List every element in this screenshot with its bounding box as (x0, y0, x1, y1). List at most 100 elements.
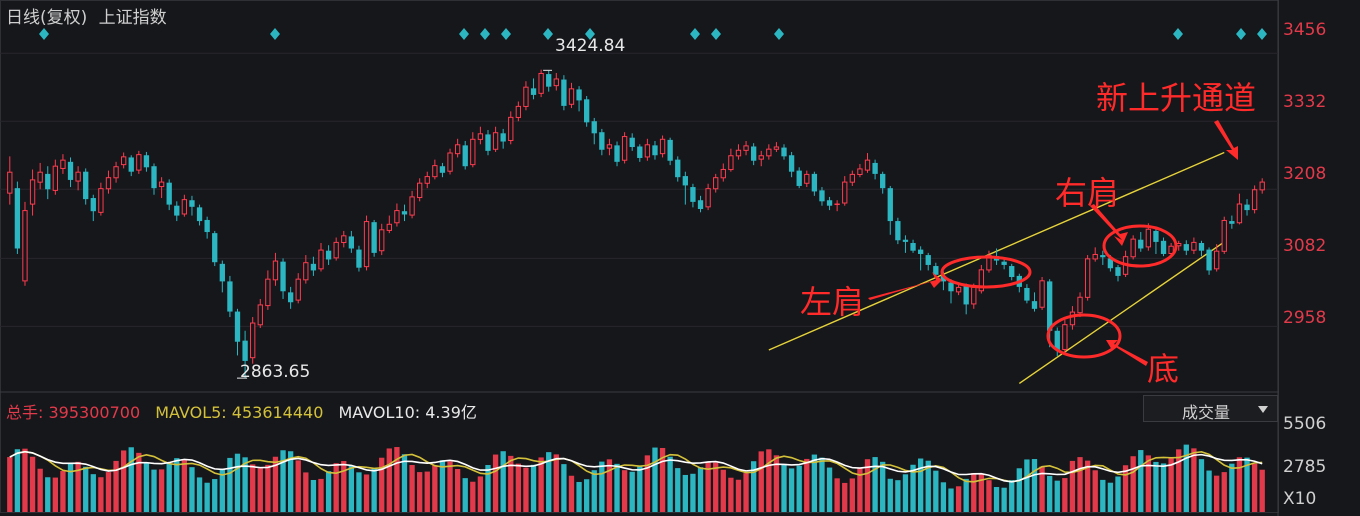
candle (1259, 178, 1265, 194)
volume-bar (993, 487, 1000, 512)
candle (788, 151, 795, 178)
candle (1009, 263, 1015, 281)
candle (917, 246, 924, 271)
candle (523, 81, 529, 111)
bottom-arrow (1106, 340, 1148, 366)
candle-body (917, 249, 924, 254)
candle-body (758, 155, 764, 160)
volume-bar (1138, 450, 1144, 512)
volume-bar (971, 472, 977, 512)
volume-bar (7, 457, 13, 512)
volume-bar (363, 474, 370, 512)
candle-body (7, 171, 13, 194)
candle-body (29, 179, 36, 205)
candle (568, 82, 575, 109)
volume-bar (1054, 480, 1060, 512)
candle-body (530, 88, 537, 95)
candle-body (287, 292, 294, 303)
candle-body (166, 182, 172, 205)
bottom-ellipse (1046, 313, 1122, 359)
volume-bar (857, 468, 863, 512)
candle (515, 101, 522, 122)
volume-bar (166, 463, 172, 512)
volume-bar (963, 478, 969, 512)
volume-bar (22, 448, 28, 512)
low-price-label: 2863.65 (240, 362, 311, 382)
candle-body (280, 261, 286, 292)
volume-bar (234, 453, 241, 512)
volume-bar (1229, 463, 1235, 512)
candle (371, 219, 377, 257)
candle-body (485, 134, 491, 151)
signal-diamond (459, 28, 469, 40)
candle (1244, 199, 1250, 216)
candle (242, 330, 248, 378)
candle (439, 162, 446, 178)
volume-bar (523, 467, 529, 512)
candle (781, 144, 787, 160)
volume-bar (189, 467, 195, 512)
candle (409, 190, 415, 219)
candle-body (1168, 245, 1174, 254)
volume-header: 总手: 395300700 MAVOL5: 453614440 MAVOL10:… (6, 399, 477, 423)
signal-diamond (690, 28, 700, 40)
candle (978, 264, 985, 294)
signal-diamond (501, 28, 511, 40)
candle (22, 201, 28, 286)
volume-bar (60, 471, 66, 512)
candle-body (1062, 324, 1068, 350)
price-tick-3332: 3332 (1283, 92, 1327, 112)
candle (303, 255, 309, 284)
volume-bar (310, 479, 317, 512)
candle (234, 308, 241, 356)
candle (120, 152, 127, 169)
volume-bar (819, 457, 825, 512)
candle-body (971, 286, 977, 305)
volume-bar (1115, 476, 1121, 512)
candle-body (363, 221, 370, 268)
volume-bar (591, 470, 597, 512)
candle-body (454, 144, 461, 155)
volume-bar (530, 464, 537, 512)
volume-bar (1084, 460, 1091, 512)
candle (713, 173, 719, 193)
candle (417, 178, 423, 202)
signal-diamond (1236, 28, 1246, 40)
new-channel-label: 新上升通道 (1096, 79, 1257, 117)
candle-body (22, 210, 28, 282)
candle-body (417, 182, 423, 199)
candle-body (272, 260, 279, 281)
volume-bar (948, 488, 954, 512)
volume-bar (1168, 457, 1174, 512)
volume-bar (371, 468, 377, 512)
candle-body (1031, 301, 1038, 309)
candle-body (910, 243, 916, 251)
volume-bar (872, 457, 878, 512)
candle (720, 163, 726, 182)
volume-bar (826, 467, 833, 512)
candle-body (773, 146, 780, 150)
indicator-select-value: 成交量 (1182, 403, 1231, 422)
volume-bar (508, 455, 514, 512)
candle (219, 260, 225, 293)
candle-body (409, 196, 415, 216)
candle (1092, 247, 1098, 262)
volume-bar (925, 460, 931, 512)
signal-diamond (1257, 28, 1267, 40)
candle-body (242, 340, 248, 361)
candle (174, 201, 180, 222)
candle (485, 130, 491, 156)
candle (45, 166, 51, 200)
volume-bar (933, 470, 939, 512)
candle (508, 111, 514, 145)
volume-bar (318, 478, 324, 512)
candle (75, 166, 81, 191)
candle (1024, 284, 1030, 304)
candle-body (356, 249, 362, 268)
period-label[interactable]: 日线(复权) (6, 8, 88, 28)
indicator-select[interactable]: 成交量 (1143, 395, 1278, 422)
candle (1214, 244, 1220, 272)
candle-body (788, 155, 795, 172)
candle-body (462, 145, 468, 167)
